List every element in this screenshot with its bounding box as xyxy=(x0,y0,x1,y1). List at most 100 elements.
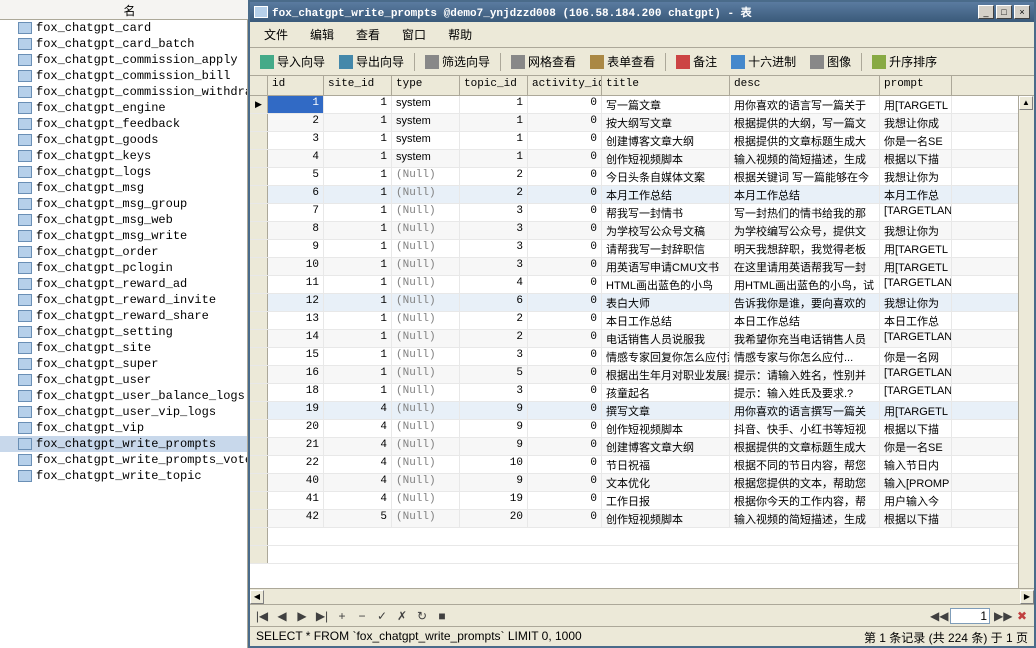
cell[interactable]: 3 xyxy=(460,348,528,365)
row-marker[interactable] xyxy=(250,492,268,509)
cell[interactable]: [TARGETLAN xyxy=(880,384,952,401)
cell[interactable]: 0 xyxy=(528,168,602,185)
cell[interactable]: 你是一名SE xyxy=(880,438,952,455)
cell[interactable]: 16 xyxy=(268,366,324,383)
cell[interactable]: 1 xyxy=(460,150,528,167)
table-row[interactable]: 121(Null)60表白大师告诉我你是谁，要向喜欢的我想让你为 xyxy=(250,294,1034,312)
row-marker[interactable] xyxy=(250,150,268,167)
cell[interactable]: 表白大师 xyxy=(602,294,730,311)
cell[interactable]: 根据你今天的工作内容，帮 xyxy=(730,492,880,509)
row-marker[interactable] xyxy=(250,114,268,131)
row-marker[interactable] xyxy=(250,384,268,401)
cell[interactable]: [TARGETLAN xyxy=(880,366,952,383)
row-marker[interactable] xyxy=(250,96,268,113)
cell[interactable]: 根据关键词 写一篇能够在今 xyxy=(730,168,880,185)
cell[interactable]: 4 xyxy=(268,150,324,167)
row-marker[interactable] xyxy=(250,456,268,473)
cell[interactable]: 本月工作总结 xyxy=(730,186,880,203)
table-row[interactable]: 111(Null)40HTML画出蓝色的小鸟用HTML画出蓝色的小鸟，试[TAR… xyxy=(250,276,1034,294)
table-row[interactable]: 181(Null)30孩童起名提示：输入姓氏及要求.?[TARGETLAN xyxy=(250,384,1034,402)
cell[interactable]: (Null) xyxy=(392,420,460,437)
table-tree-item[interactable]: fox_chatgpt_setting xyxy=(0,324,247,340)
next-page-button[interactable]: ▶▶ xyxy=(994,609,1010,623)
cell[interactable]: (Null) xyxy=(392,204,460,221)
table-tree-item[interactable]: fox_chatgpt_reward_invite xyxy=(0,292,247,308)
cell[interactable]: 0 xyxy=(528,132,602,149)
cell[interactable]: 1 xyxy=(460,96,528,113)
table-tree-item[interactable]: fox_chatgpt_site xyxy=(0,340,247,356)
cell[interactable]: 1 xyxy=(324,168,392,185)
table-tree-item[interactable]: fox_chatgpt_reward_ad xyxy=(0,276,247,292)
cell[interactable]: 4 xyxy=(324,420,392,437)
row-marker[interactable] xyxy=(250,510,268,527)
tool-十六进制[interactable]: 十六进制 xyxy=(725,51,802,72)
cell[interactable]: 2 xyxy=(460,312,528,329)
horizontal-scrollbar[interactable]: ◀ ▶ xyxy=(250,588,1034,604)
table-row[interactable]: 425(Null)200创作短视频脚本输入视频的简短描述，生成根据以下描 xyxy=(250,510,1034,528)
cell[interactable]: 根据不同的节日内容，帮您 xyxy=(730,456,880,473)
cell[interactable]: 11 xyxy=(268,276,324,293)
cell[interactable]: 12 xyxy=(268,294,324,311)
table-row[interactable]: 41system10创作短视频脚本输入视频的简短描述，生成根据以下描 xyxy=(250,150,1034,168)
cell[interactable]: 0 xyxy=(528,96,602,113)
outer-col[interactable]: 名 xyxy=(0,0,260,19)
cell[interactable]: 抖音、快手、小红书等短视 xyxy=(730,420,880,437)
cell[interactable]: 我想让你为 xyxy=(880,168,952,185)
cell[interactable]: 3 xyxy=(460,384,528,401)
table-row[interactable]: 151(Null)30情感专家回复你怎么应付那情感专家与你怎么应付...你是一名… xyxy=(250,348,1034,366)
cell[interactable]: 用[TARGETL xyxy=(880,402,952,419)
cell[interactable]: 创建博客文章大纲 xyxy=(602,438,730,455)
cell[interactable]: 节日祝福 xyxy=(602,456,730,473)
row-marker[interactable] xyxy=(250,474,268,491)
cell[interactable]: 请帮我写一封辞职信 xyxy=(602,240,730,257)
cell[interactable]: 3 xyxy=(460,240,528,257)
column-header[interactable]: site_id xyxy=(324,76,392,95)
cell[interactable]: 撰写文章 xyxy=(602,402,730,419)
cell[interactable]: 0 xyxy=(528,258,602,275)
cell[interactable]: 0 xyxy=(528,438,602,455)
cell[interactable]: (Null) xyxy=(392,312,460,329)
cell[interactable]: 0 xyxy=(528,474,602,491)
table-tree-item[interactable]: fox_chatgpt_reward_share xyxy=(0,308,247,324)
cell[interactable]: 6 xyxy=(460,294,528,311)
cell[interactable]: 用[TARGETL xyxy=(880,96,952,113)
column-header[interactable]: activity_id xyxy=(528,76,602,95)
cell[interactable]: 告诉我你是谁，要向喜欢的 xyxy=(730,294,880,311)
cell[interactable]: 用[TARGETL xyxy=(880,258,952,275)
table-row[interactable]: 31system10创建博客文章大纲根据提供的文章标题生成大你是一名SE xyxy=(250,132,1034,150)
cell[interactable]: 4 xyxy=(324,492,392,509)
maximize-button[interactable]: □ xyxy=(996,5,1012,19)
cell[interactable]: 0 xyxy=(528,402,602,419)
cell[interactable]: 7 xyxy=(268,204,324,221)
cell[interactable]: 按大纲写文章 xyxy=(602,114,730,131)
cell[interactable]: 情感专家与你怎么应付... xyxy=(730,348,880,365)
cell[interactable]: 3 xyxy=(460,204,528,221)
table-tree-item[interactable]: fox_chatgpt_msg xyxy=(0,180,247,196)
table-row[interactable]: 204(Null)90创作短视频脚本抖音、快手、小红书等短视根据以下描 xyxy=(250,420,1034,438)
table-tree-item[interactable]: fox_chatgpt_keys xyxy=(0,148,247,164)
cell[interactable]: 创作短视频脚本 xyxy=(602,510,730,527)
cell[interactable]: 9 xyxy=(460,402,528,419)
cell[interactable]: system xyxy=(392,150,460,167)
cell[interactable]: 1 xyxy=(268,96,324,113)
column-header[interactable]: title xyxy=(602,76,730,95)
minimize-button[interactable]: _ xyxy=(978,5,994,19)
cell[interactable]: 根据以下描 xyxy=(880,510,952,527)
row-marker[interactable] xyxy=(250,186,268,203)
menu-item[interactable]: 查看 xyxy=(346,24,390,45)
row-marker[interactable] xyxy=(250,258,268,275)
cell[interactable]: HTML画出蓝色的小鸟 xyxy=(602,276,730,293)
cell[interactable]: 3 xyxy=(460,222,528,239)
column-header[interactable]: topic_id xyxy=(460,76,528,95)
cell[interactable]: (Null) xyxy=(392,492,460,509)
first-record-button[interactable]: |◀ xyxy=(254,609,270,623)
cell[interactable]: 14 xyxy=(268,330,324,347)
cell[interactable]: 我想让你成 xyxy=(880,114,952,131)
cell[interactable]: 根据以下描 xyxy=(880,420,952,437)
cell[interactable]: 1 xyxy=(324,114,392,131)
cell[interactable]: 0 xyxy=(528,276,602,293)
tool-备注[interactable]: 备注 xyxy=(670,51,723,72)
table-tree-item[interactable]: fox_chatgpt_logs xyxy=(0,164,247,180)
table-row[interactable]: 91(Null)30请帮我写一封辞职信明天我想辞职，我觉得老板用[TARGETL xyxy=(250,240,1034,258)
last-record-button[interactable]: ▶| xyxy=(314,609,330,623)
